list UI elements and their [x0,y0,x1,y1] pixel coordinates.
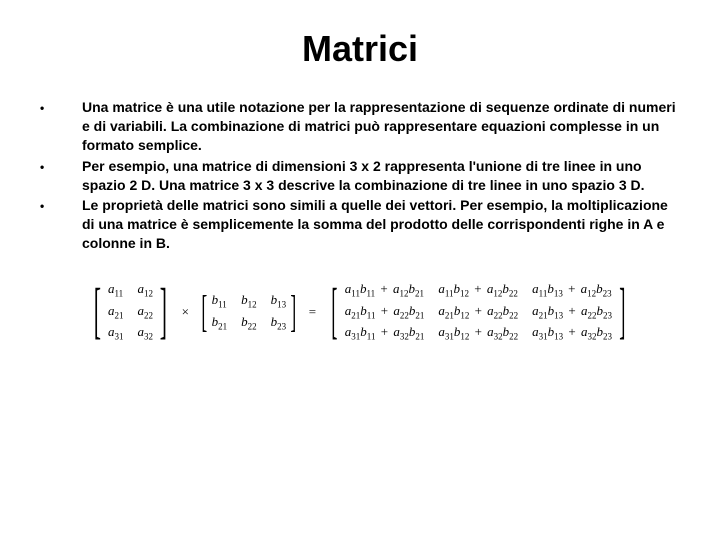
matrix-cell: a11 [108,281,124,299]
slide-title: Matrici [40,28,680,70]
bullet-marker: • [40,157,82,195]
matrix-cell: b23 [271,314,287,332]
matrix-cell: a31 [108,324,124,342]
bracket-icon: ] [160,287,167,337]
bullet-text: Una matrice è una utile notazione per la… [82,98,680,155]
matrix-cell: b11 [212,292,228,310]
matrix-cell: a21b11 + a22b21 [345,303,425,321]
matrix-cell: a21 [108,303,124,321]
matrix-cell: a21b13 + a22b23 [532,303,612,321]
bullet-text: Le proprietà delle matrici sono simili a… [82,196,680,253]
equals-operator: = [307,304,318,320]
bullet-text: Per esempio, una matrice di dimensioni 3… [82,157,680,195]
matrix-cell: b13 [271,292,287,310]
matrix-cell: a11b13 + a12b23 [532,281,612,299]
matrix-cell: a11b12 + a12b22 [438,281,518,299]
multiply-operator: × [180,304,191,320]
matrix-c: [ a11b11 + a12b21 a11b12 + a12b22 a11b13 +… [324,281,633,342]
matrix-cell: a12 [137,281,153,299]
matrix-cell: a11b11 + a12b21 [345,281,425,299]
bracket-icon: [ [94,287,101,337]
matrix-cell: a32 [137,324,153,342]
matrix-cell: b12 [241,292,257,310]
matrix-cell: a31b13 + a32b23 [532,324,612,342]
bracket-icon: ] [291,294,297,329]
matrix-cell: a31b11 + a32b21 [345,324,425,342]
bullet-marker: • [40,196,82,253]
matrix-b: [ b11 b12 b13 b21 b22 b23 ] [197,292,301,331]
bracket-icon: ] [619,287,625,337]
bullet-list: • Una matrice è una utile notazione per … [40,98,680,253]
bracket-icon: [ [331,287,337,337]
matrix-equation: [ a11 a12 a21 a22 a31 a32 ] × [ b11 b12 b13 b21 b… [40,281,680,342]
bullet-item: • Le proprietà delle matrici sono simili… [40,196,680,253]
bracket-icon: [ [201,294,207,329]
bullet-item: • Una matrice è una utile notazione per … [40,98,680,155]
bullet-marker: • [40,98,82,155]
matrix-cell: b22 [241,314,257,332]
matrix-cell: a21b12 + a22b22 [438,303,518,321]
matrix-cell: a31b12 + a32b22 [438,324,518,342]
matrix-cell: a22 [137,303,153,321]
bullet-item: • Per esempio, una matrice di dimensioni… [40,157,680,195]
matrix-cell: b21 [212,314,228,332]
matrix-a: [ a11 a12 a21 a22 a31 a32 ] [87,281,173,342]
